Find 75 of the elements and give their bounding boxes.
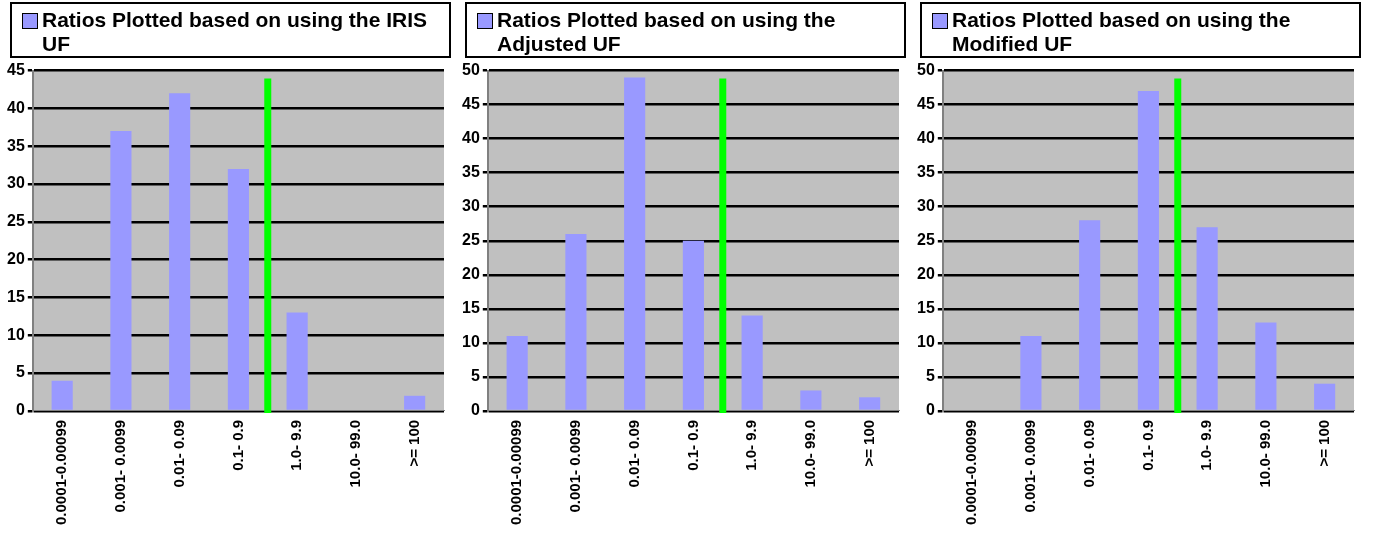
x-tick-label: 0.0001-0.00099 — [962, 419, 980, 526]
y-tick-label: 20 — [917, 265, 935, 283]
y-tick-label: 25 — [917, 231, 935, 249]
bar — [624, 77, 646, 410]
y-tick-label: 15 — [7, 287, 25, 305]
x-tick-label: 10.0- 99.0 — [1256, 419, 1274, 488]
y-tick-label: 5 — [925, 367, 935, 385]
y-tick-label: 45 — [7, 61, 25, 79]
x-tick-label: >= 100 — [404, 419, 422, 467]
y-tick-label: 35 — [917, 163, 935, 181]
y-tick-label: 0 — [925, 401, 935, 419]
x-tick-label: 0.01- 0.09 — [169, 419, 187, 488]
y-tick-label: 30 — [462, 197, 480, 215]
x-tick-label: >= 100 — [859, 419, 877, 467]
x-tick-label: 0.1- 0.9 — [228, 419, 246, 471]
x-tick-label: 0.001- 0.0099 — [111, 419, 129, 513]
legend-label: Ratios Plotted based on using the Modified UF — [952, 8, 1292, 56]
y-tick-label: 10 — [917, 333, 935, 351]
y-tick-label: 10 — [7, 325, 25, 343]
y-tick-label: 20 — [462, 265, 480, 283]
bar — [682, 240, 704, 410]
y-tick-label: 50 — [462, 61, 480, 79]
x-tick-label: 0.001- 0.0099 — [1021, 419, 1039, 513]
x-tick-label: 0.01- 0.09 — [1079, 419, 1097, 488]
x-tick-label: 1.0- 9.9 — [742, 419, 760, 471]
bar — [110, 131, 132, 410]
y-tick-label: 40 — [917, 129, 935, 147]
bar — [1314, 383, 1336, 410]
bar — [1079, 220, 1101, 410]
y-tick-label: 25 — [462, 231, 480, 249]
x-tick-label: 10.0- 99.0 — [346, 419, 364, 488]
y-tick-label: 40 — [7, 98, 25, 116]
y-tick-label: 15 — [462, 299, 480, 317]
bar — [741, 315, 763, 410]
y-tick-label: 30 — [917, 197, 935, 215]
x-tick-label: 0.1- 0.9 — [683, 419, 701, 471]
bar — [1020, 336, 1042, 410]
y-tick-label: 45 — [462, 95, 480, 113]
y-tick-label: 5 — [15, 363, 25, 381]
bar — [51, 380, 73, 410]
y-tick-label: 35 — [7, 136, 25, 154]
y-tick-label: 35 — [462, 163, 480, 181]
y-tick-label: 50 — [917, 61, 935, 79]
bar — [1196, 227, 1218, 410]
x-tick-label: 0.001- 0.0099 — [566, 419, 584, 513]
bar — [565, 233, 587, 410]
y-tick-label: 15 — [917, 299, 935, 317]
bar — [800, 390, 822, 410]
bar — [506, 336, 528, 410]
x-tick-label: 0.0001-0.00099 — [52, 419, 70, 526]
x-tick-label: 10.0- 99.0 — [801, 419, 819, 488]
y-tick-label: 45 — [917, 95, 935, 113]
x-tick-label: 0.1- 0.9 — [1138, 419, 1156, 471]
legend-label: Ratios Plotted based on using the Adjusted UF — [497, 8, 837, 56]
bar — [1255, 322, 1277, 410]
bar — [227, 168, 249, 410]
y-tick-label: 10 — [462, 333, 480, 351]
bar — [1137, 91, 1159, 410]
x-tick-label: 1.0- 9.9 — [287, 419, 305, 471]
x-tick-label: 0.01- 0.09 — [624, 419, 642, 488]
y-tick-label: 30 — [7, 174, 25, 192]
x-tick-label: 0.0001-0.00099 — [507, 419, 525, 526]
y-tick-label: 5 — [470, 367, 480, 385]
y-tick-label: 25 — [7, 212, 25, 230]
y-tick-label: 40 — [462, 129, 480, 147]
bar — [169, 93, 191, 410]
y-tick-label: 20 — [7, 250, 25, 268]
y-tick-label: 0 — [470, 401, 480, 419]
bar — [286, 312, 308, 410]
x-tick-label: >= 100 — [1314, 419, 1332, 467]
y-tick-label: 0 — [15, 401, 25, 419]
bar — [404, 395, 426, 410]
x-tick-label: 1.0- 9.9 — [1197, 419, 1215, 471]
bar — [859, 397, 881, 410]
legend-label: Ratios Plotted based on using the IRIS UF — [42, 8, 429, 56]
